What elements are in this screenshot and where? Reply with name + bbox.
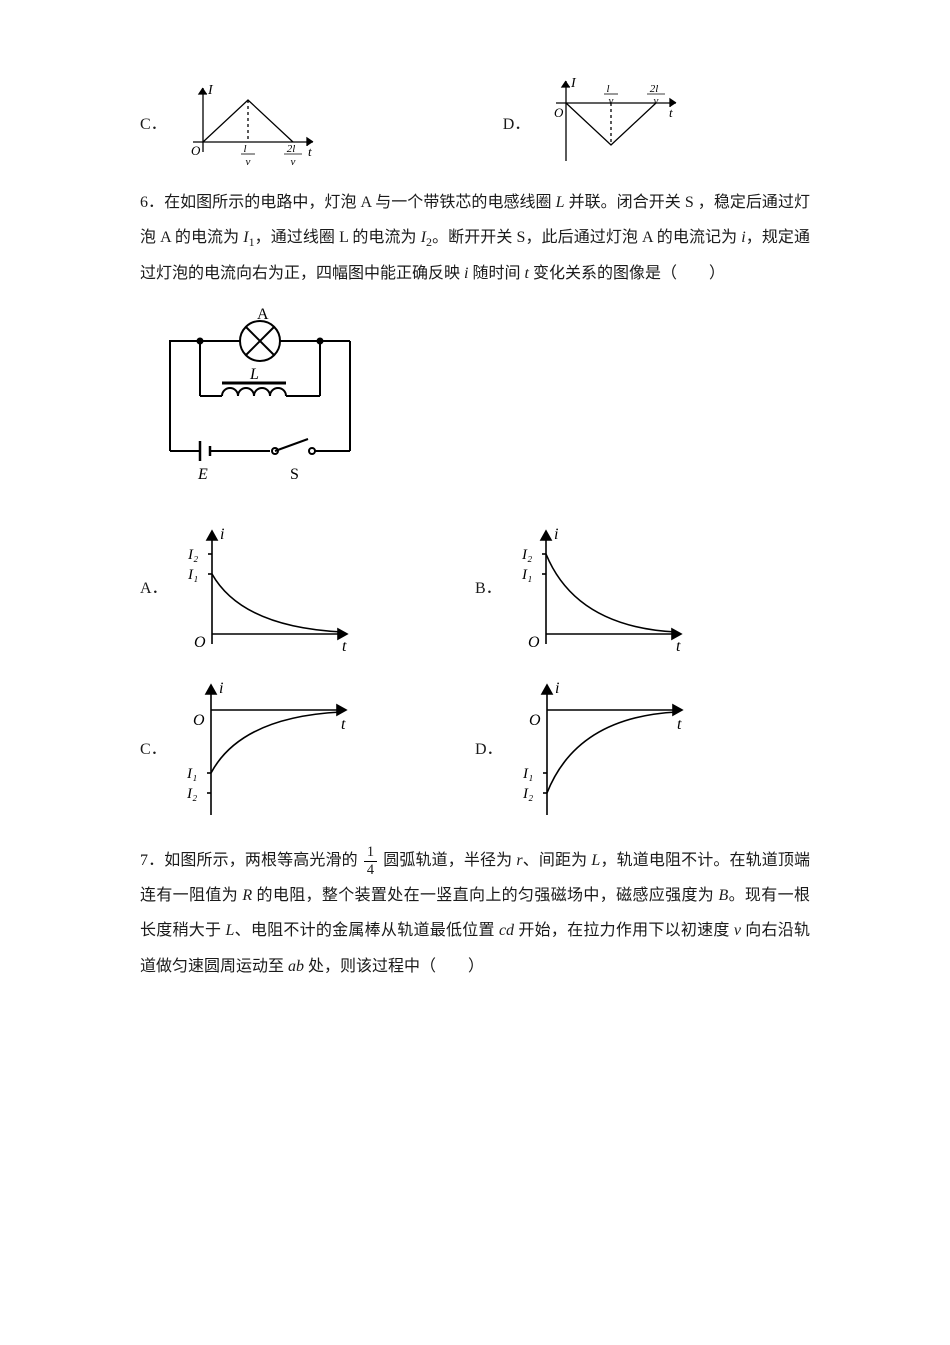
q6C-label: C．: [140, 732, 167, 767]
circuit-S: S: [290, 466, 299, 483]
q6C-x: t: [341, 716, 346, 733]
q6-t3: ，通过线圈 L 的电流为: [255, 229, 421, 246]
q7-fn: 1: [364, 845, 377, 861]
q6-graph-A: i t O I₂ I₁: [172, 519, 362, 659]
q5C-t2d: v: [290, 156, 295, 168]
q5C-xlabel: t: [308, 144, 312, 159]
q5-graph-D: I t O l v 2l v: [536, 75, 686, 175]
q6B-I1: I₁: [521, 567, 532, 583]
q7-t10: 处，则该过程中（ ）: [304, 958, 484, 975]
q6A-I2: I₂: [187, 547, 198, 563]
q5-D-label: D．: [503, 107, 531, 142]
q6B-y: i: [554, 526, 558, 543]
q6C-y: i: [219, 680, 223, 697]
q5D-xlabel: t: [669, 105, 673, 120]
q7-cd: cd: [499, 922, 514, 939]
q6D-I1: I₁: [522, 766, 533, 782]
q6C-O: O: [193, 712, 205, 729]
q6B-label: B．: [475, 571, 502, 606]
q7-num: 7．: [140, 852, 164, 869]
q5C-t1d: v: [245, 156, 250, 168]
q5C-t2n: 2l: [286, 143, 295, 155]
q6B-I2: I₂: [521, 547, 532, 563]
q5D-t1n: l: [607, 83, 610, 95]
q7-t3: 、间距为: [523, 852, 592, 869]
q7-fd: 4: [367, 862, 374, 877]
q6D-x: t: [677, 716, 682, 733]
q5C-ylabel: I: [207, 83, 214, 98]
circuit-A: A: [257, 306, 269, 323]
circuit-L: L: [249, 366, 259, 383]
q6-L: L: [556, 194, 565, 211]
q7-text: 7．如图所示，两根等高光滑的 14 圆弧轨道，半径为 r、间距为 L，轨道电阻不…: [140, 843, 810, 984]
q5-graph-C: I t O l v 2l v: [173, 80, 323, 170]
q6-text: 6．在如图所示的电路中，灯泡 A 与一个带铁芯的电感线圈 L 并联。闭合开关 S…: [140, 185, 810, 291]
q6A-label: A．: [140, 571, 168, 606]
q6D-y: i: [555, 680, 559, 697]
q6-graph-B: i t O I₂ I₁: [506, 519, 696, 659]
q6-t4: 。断开开关 S，此后通过灯泡 A 的电流记为: [432, 229, 741, 246]
q6A-O: O: [194, 634, 206, 651]
q6D-label: D．: [475, 732, 503, 767]
q6A-I1: I₁: [187, 567, 198, 583]
q6A-x: t: [342, 638, 347, 655]
q6C-I2: I₂: [186, 786, 197, 802]
q6A-y: i: [220, 526, 224, 543]
q5C-t1n: l: [243, 143, 246, 155]
q6B-x: t: [676, 638, 681, 655]
q7-t5: 的电阻，整个装置处在一竖直向上的匀强磁场中，磁感应强度为: [252, 887, 718, 904]
q6-circuit: A L E S: [140, 301, 390, 501]
q6-num: 6．: [140, 194, 164, 211]
q7-B: B: [718, 887, 728, 904]
q5C-origin: O: [191, 143, 201, 158]
q5D-t2d: v: [654, 95, 659, 107]
q7-ab: ab: [288, 958, 304, 975]
q6-graph-C: i t O I₁ I₂: [171, 675, 361, 825]
q6D-O: O: [529, 712, 541, 729]
q5-options-row: C． I t O l v 2l v: [140, 75, 810, 175]
q7-R: R: [242, 887, 252, 904]
q6-t7: 变化关系的图像是（ ）: [529, 265, 725, 282]
q6B-O: O: [528, 634, 540, 651]
circuit-E: E: [197, 466, 208, 483]
q6-graph-D: i t O I₁ I₂: [507, 675, 697, 825]
q6-options: A． i t O I₂ I₁: [140, 511, 810, 833]
q7-t7: 、电阻不计的金属棒从轨道最低位置: [234, 922, 499, 939]
q6C-I1: I₁: [186, 766, 197, 782]
q5D-t1d: v: [609, 95, 614, 107]
q5D-t2n: 2l: [650, 83, 659, 95]
q7-t8: 开始，在拉力作用下以初速度: [514, 922, 734, 939]
q7-t1: 如图所示，两根等高光滑的: [164, 852, 362, 869]
q6D-I2: I₂: [522, 786, 533, 802]
q7-v: v: [734, 922, 741, 939]
q5-C-label: C．: [140, 107, 167, 142]
q6-t1: 在如图所示的电路中，灯泡 A 与一个带铁芯的电感线圈: [164, 194, 556, 211]
q5D-origin: O: [554, 105, 564, 120]
q6-t6: 随时间: [468, 265, 524, 282]
q7-t2: 圆弧轨道，半径为: [379, 852, 516, 869]
q7-L: L: [591, 852, 600, 869]
q5D-ylabel: I: [570, 76, 577, 91]
